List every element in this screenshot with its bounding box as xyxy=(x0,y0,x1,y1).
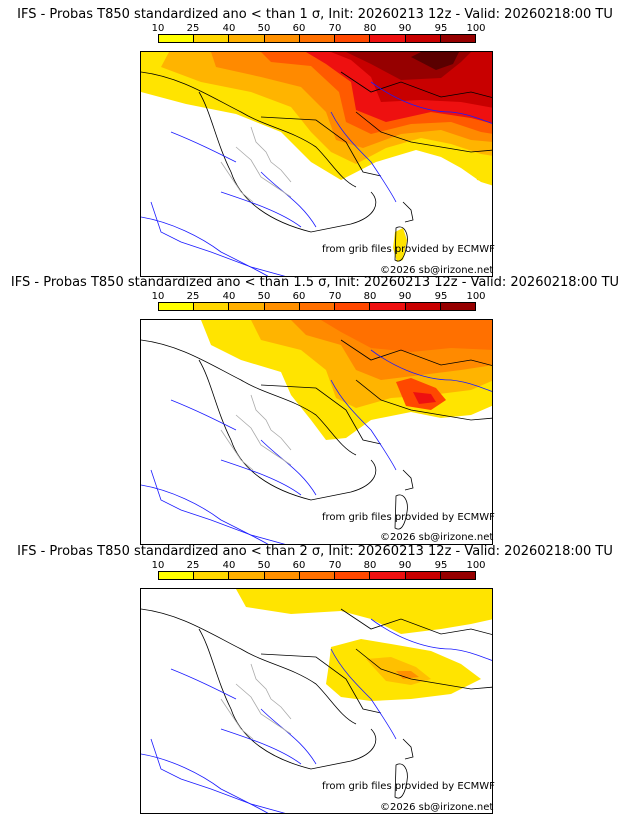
tick-label: 40 xyxy=(222,23,236,34)
colorbar-swatch xyxy=(159,35,195,42)
colorbar-ticks: 10 25 40 50 60 70 80 90 95 100 xyxy=(152,560,486,572)
colorbar-swatch xyxy=(299,572,336,579)
tick-label: 50 xyxy=(257,560,271,571)
tick-label: 80 xyxy=(363,291,377,302)
tick-label: 60 xyxy=(292,23,306,34)
colorbar-swatch xyxy=(229,572,265,579)
tick-label: 40 xyxy=(222,291,236,302)
borders xyxy=(141,339,492,544)
tick-label: 10 xyxy=(151,23,165,34)
colorbar-swatch xyxy=(405,35,441,42)
panel-title: IFS - Probas T850 standardized ano < tha… xyxy=(17,7,613,22)
probability-map xyxy=(140,588,493,814)
colorbar xyxy=(158,571,476,580)
probability-field xyxy=(141,52,492,262)
colorbar-swatch xyxy=(299,35,336,42)
data-credit: from grib files provided by ECMWF xyxy=(322,244,495,255)
colorbar-ticks: 10 25 40 50 60 70 80 90 95 100 xyxy=(152,23,486,35)
tick-label: 25 xyxy=(186,291,200,302)
tick-label: 50 xyxy=(257,23,271,34)
colorbar-swatch xyxy=(335,35,371,42)
copyright: ©2026 sb@irizone.net xyxy=(380,265,494,276)
colorbar-swatch xyxy=(299,303,336,310)
colorbar-swatch xyxy=(405,303,441,310)
map-panel-2: IFS - Probas T850 standardized ano < tha… xyxy=(0,275,630,545)
tick-label: 80 xyxy=(363,560,377,571)
colorbar-swatch xyxy=(405,572,441,579)
data-credit: from grib files provided by ECMWF xyxy=(322,512,495,523)
colorbar xyxy=(158,302,476,311)
tick-label: 100 xyxy=(466,291,486,302)
tick-label: 25 xyxy=(186,23,200,34)
panel-title: IFS - Probas T850 standardized ano < tha… xyxy=(17,544,613,559)
colorbar-ticks: 10 25 40 50 60 70 80 90 95 100 xyxy=(152,291,486,303)
tick-label: 90 xyxy=(398,23,412,34)
tick-label: 95 xyxy=(434,560,448,571)
colorbar-swatch xyxy=(440,303,475,310)
copyright: ©2026 sb@irizone.net xyxy=(380,532,494,543)
colorbar-swatch xyxy=(159,303,195,310)
colorbar-swatch xyxy=(370,572,406,579)
tick-label: 95 xyxy=(434,291,448,302)
tick-label: 50 xyxy=(257,291,271,302)
borders xyxy=(141,608,492,813)
probability-map xyxy=(140,319,493,545)
tick-label: 70 xyxy=(328,23,342,34)
panel-title: IFS - Probas T850 standardized ano < tha… xyxy=(10,275,620,290)
colorbar-swatch xyxy=(370,35,406,42)
tick-label: 100 xyxy=(466,560,486,571)
map-panel-3: IFS - Probas T850 standardized ano < tha… xyxy=(0,544,630,814)
tick-label: 70 xyxy=(328,560,342,571)
map-panel-1: IFS - Probas T850 standardized ano < tha… xyxy=(0,7,630,277)
colorbar-swatch xyxy=(335,303,371,310)
colorbar-swatch xyxy=(440,35,475,42)
colorbar-swatch xyxy=(229,303,265,310)
tick-label: 60 xyxy=(292,560,306,571)
colorbar-swatch xyxy=(194,35,230,42)
tick-label: 60 xyxy=(292,291,306,302)
colorbar xyxy=(158,34,476,43)
colorbar-swatch xyxy=(335,572,371,579)
tick-label: 95 xyxy=(434,23,448,34)
colorbar-swatch xyxy=(264,35,300,42)
colorbar-swatch xyxy=(370,303,406,310)
data-credit: from grib files provided by ECMWF xyxy=(322,781,495,792)
tick-label: 80 xyxy=(363,23,377,34)
borders xyxy=(141,71,492,276)
tick-label: 90 xyxy=(398,560,412,571)
copyright: ©2026 sb@irizone.net xyxy=(380,802,494,813)
tick-label: 25 xyxy=(186,560,200,571)
probability-map xyxy=(140,51,493,277)
tick-label: 10 xyxy=(151,560,165,571)
colorbar-swatch xyxy=(194,303,230,310)
probability-field xyxy=(201,320,492,440)
tick-label: 70 xyxy=(328,291,342,302)
tick-label: 100 xyxy=(466,23,486,34)
tick-label: 10 xyxy=(151,291,165,302)
tick-label: 90 xyxy=(398,291,412,302)
colorbar-swatch xyxy=(264,572,300,579)
tick-label: 40 xyxy=(222,560,236,571)
colorbar-swatch xyxy=(229,35,265,42)
colorbar-swatch xyxy=(159,572,195,579)
colorbar-swatch xyxy=(440,572,475,579)
colorbar-swatch xyxy=(194,572,230,579)
probability-field xyxy=(236,589,492,701)
colorbar-swatch xyxy=(264,303,300,310)
